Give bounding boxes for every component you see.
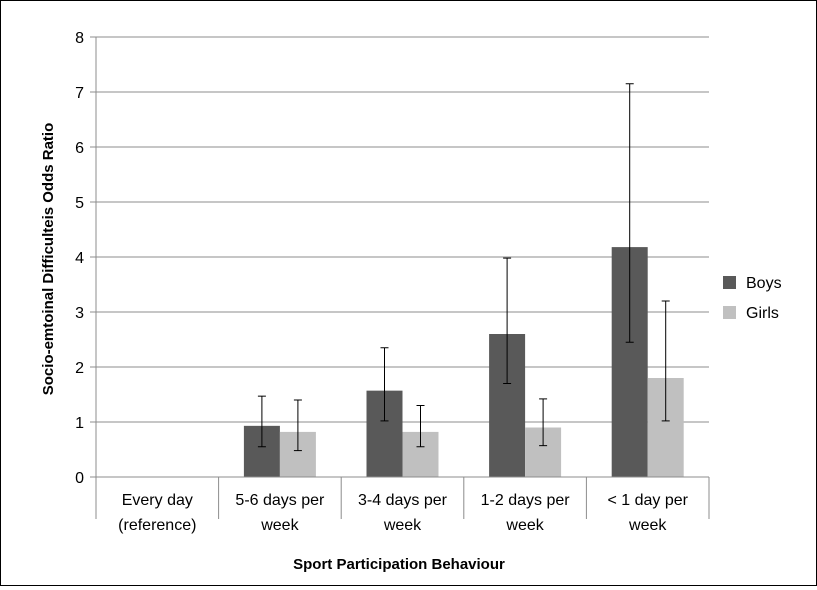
legend: Boys Girls: [723, 275, 782, 322]
x-tick-labels: Every day (reference) 5-6 days per week 3-4 …: [118, 492, 688, 534]
y-tick-label: 4: [75, 250, 84, 267]
error-bars: [257, 83, 670, 452]
legend-label-boys: Boys: [746, 275, 782, 292]
x-tick-label: (reference): [118, 517, 196, 534]
x-tick-label: < 1 day per: [607, 492, 688, 509]
x-tick-label: 1-2 days per: [481, 492, 571, 509]
y-tick-label: 3: [75, 305, 84, 322]
legend-label-girls: Girls: [746, 305, 779, 322]
x-tick-label: week: [505, 517, 544, 534]
y-tick-label: 5: [75, 195, 84, 212]
legend-swatch-girls: [723, 306, 736, 319]
gridlines: [96, 36, 709, 423]
y-tick-label: 1: [75, 415, 84, 432]
y-tick-labels: 0 1 2 3 4 5 6 7 8: [75, 30, 84, 487]
x-tick-label: week: [628, 517, 667, 534]
y-tick-label: 8: [75, 30, 84, 47]
x-tick-label: week: [383, 517, 422, 534]
y-tick-label: 0: [75, 470, 84, 487]
bars: [243, 247, 684, 477]
x-tick-label: 3-4 days per: [358, 492, 448, 509]
x-tick-label: 5-6 days per: [235, 492, 325, 509]
x-tick-label: Every day: [122, 492, 193, 509]
y-axis-title: Socio-emtoinal Difficulteis Odds Ratio: [40, 123, 57, 396]
legend-swatch-boys: [723, 276, 736, 289]
x-tick-label: week: [260, 517, 299, 534]
axes: [90, 36, 710, 519]
x-axis-title: Sport Participation Behaviour: [293, 556, 505, 573]
y-tick-label: 2: [75, 360, 84, 377]
y-tick-label: 6: [75, 140, 84, 157]
y-tick-label: 7: [75, 85, 84, 102]
